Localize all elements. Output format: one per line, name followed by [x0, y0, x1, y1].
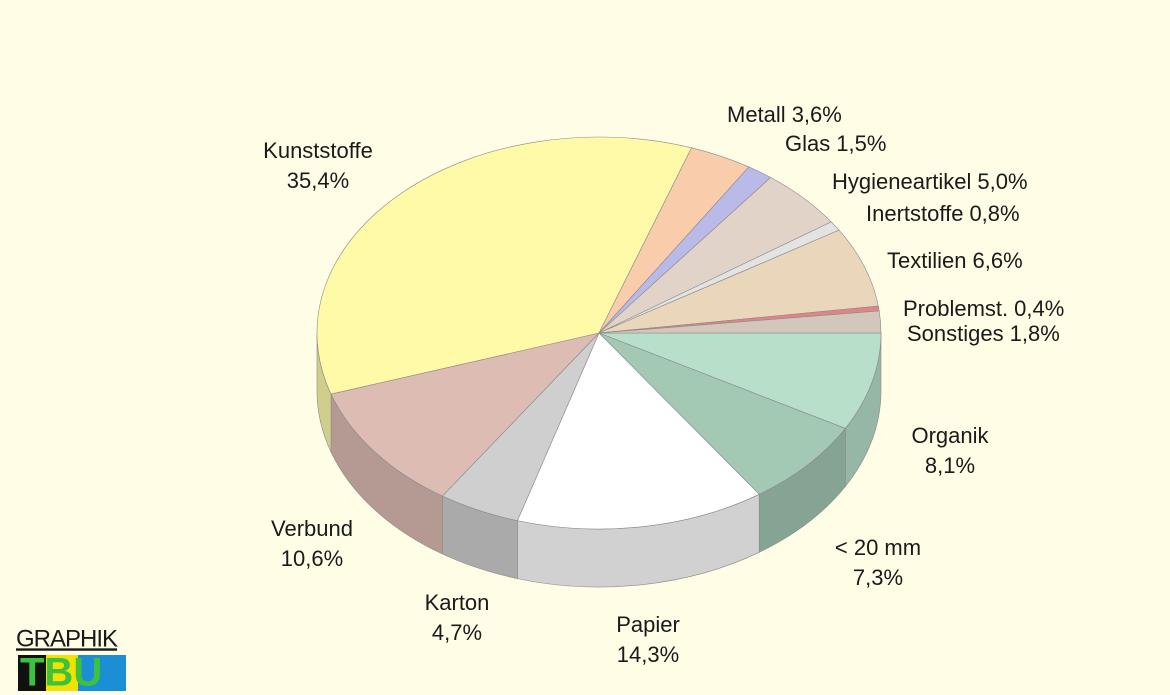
value-label: 0,4%	[1014, 296, 1064, 321]
category-label: Sonstiges	[907, 321, 1004, 346]
slice-label: Inertstoffe 0,8%	[866, 201, 1020, 226]
category-label: Glas	[785, 131, 830, 156]
category-label: Problemst.	[903, 296, 1008, 321]
logo: GRAPHIK TBU	[16, 625, 126, 695]
slice	[316, 136, 692, 395]
slice-label: Hygieneartikel 5,0%	[832, 169, 1028, 194]
value-label: 1,5%	[836, 131, 886, 156]
logo-block	[46, 655, 78, 691]
value-label: 10,6%	[281, 546, 343, 571]
slice-label: Sonstiges 1,8%	[907, 321, 1060, 346]
category-label: Karton	[425, 590, 490, 615]
slice-label: Textilien 6,6%	[887, 248, 1023, 273]
category-label: Kunststoffe	[263, 138, 373, 163]
category-label: Metall	[727, 102, 786, 127]
slice	[598, 310, 882, 334]
slice-label: Metall 3,6%	[727, 102, 842, 127]
slice-label: Glas 1,5%	[785, 131, 886, 156]
logo-top: GRAPHIK	[16, 625, 118, 652]
value-label: 35,4%	[287, 168, 349, 193]
slice	[330, 332, 600, 497]
value-label: 3,6%	[792, 102, 842, 127]
value-label: 1,8%	[1010, 321, 1060, 346]
category-label: Inertstoffe	[866, 201, 963, 226]
value-label: 14,3%	[617, 642, 679, 667]
pie-slices	[316, 136, 882, 530]
category-label: Verbund	[271, 516, 353, 541]
slice	[598, 332, 882, 429]
logo-block	[18, 655, 46, 691]
logo-bottom: TBU	[20, 651, 102, 695]
category-label: Hygieneartikel	[832, 169, 971, 194]
slice	[598, 332, 846, 495]
slice	[598, 229, 879, 334]
value-label: 7,3%	[853, 565, 903, 590]
category-label: Textilien	[887, 248, 966, 273]
value-label: 6,6%	[972, 248, 1022, 273]
value-label: 8,1%	[925, 453, 975, 478]
value-label: 0,8%	[969, 201, 1019, 226]
category-label: Organik	[911, 423, 989, 448]
logo-block	[78, 655, 126, 691]
category-label: Papier	[616, 612, 680, 637]
value-label: 4,7%	[432, 620, 482, 645]
slice-label: Problemst. 0,4%	[903, 296, 1064, 321]
value-label: 5,0%	[977, 169, 1027, 194]
category-label: < 20 mm	[835, 535, 921, 560]
labels: Organik 8,1% < 20 mm 7,3% Papier 14,3% Karton 4…	[263, 102, 1064, 667]
